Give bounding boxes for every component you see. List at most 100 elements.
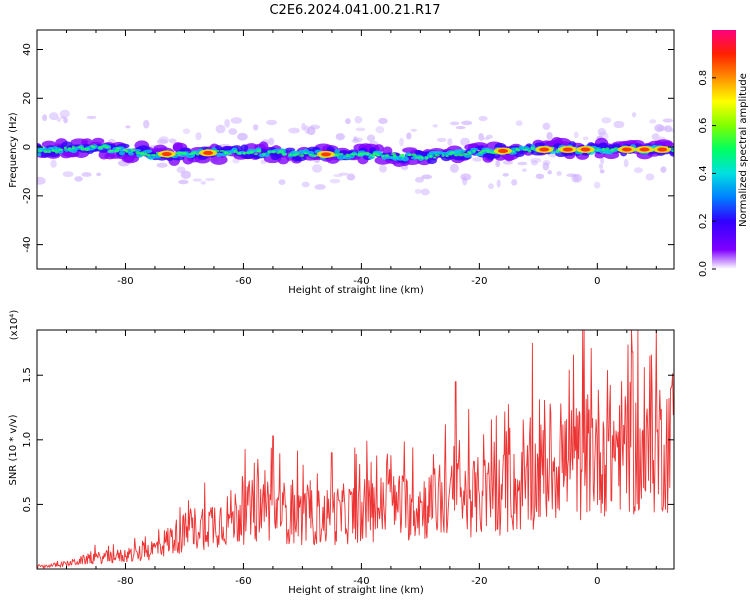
spectrogram-band-blob xyxy=(478,151,483,154)
spectrogram-y-tick-label: -20 xyxy=(22,188,33,204)
spectrogram-noise-blob xyxy=(517,161,528,166)
spectrogram-noise-blob xyxy=(432,124,438,128)
spectrogram-noise-blob xyxy=(180,170,192,179)
spectrogram-band-blob xyxy=(527,149,532,153)
spectrogram-noise-blob xyxy=(633,167,644,174)
snr-panel: -80 -60 -40 -20 0 0.5 1.0 1.5 Height of straigh… xyxy=(8,310,675,596)
spectrogram-band-blob xyxy=(462,152,468,156)
spectrogram-band-blob xyxy=(219,149,225,152)
spectrogram-band-blob xyxy=(63,146,67,150)
spectrogram-noise-blob xyxy=(278,179,286,186)
spectrogram-noise-blob xyxy=(406,132,412,140)
spectrogram-peak-blob xyxy=(203,150,214,155)
spectrogram-noise-blob xyxy=(200,181,207,185)
spectrogram-noise-blob xyxy=(478,115,488,122)
spectrogram-band-blob xyxy=(135,151,140,155)
spectrogram-band-blob xyxy=(453,154,459,157)
spectrogram-band-blob xyxy=(216,152,223,157)
spectrogram-noise-blob xyxy=(230,117,243,124)
spectrogram-noise-blob xyxy=(353,136,358,142)
spectrogram-peak-blob xyxy=(539,147,550,152)
spectrogram-noise-blob xyxy=(96,172,102,177)
spectrogram-band-blob xyxy=(253,153,258,156)
spectrogram-noise-blob xyxy=(662,118,674,123)
spectrogram-noise-blob xyxy=(74,176,83,182)
spectrogram-band-blob xyxy=(240,144,249,152)
spectrogram-peak-blob xyxy=(580,147,591,152)
spectrogram-band-blob xyxy=(91,145,96,149)
snr-series-line xyxy=(37,330,674,569)
spectrogram-band-blob xyxy=(458,153,464,157)
spectrogram-noise-blob xyxy=(461,120,473,126)
spectrogram-y-label: Frequency (Hz) xyxy=(8,112,19,188)
spectrogram-panel: -80 -60 -40 -20 0 40 20 0 -20 -40 Height of strai… xyxy=(8,29,675,296)
spectrogram-band-blob xyxy=(196,152,200,156)
spectrogram-band-blob xyxy=(278,150,285,154)
spectrogram-noise-blob xyxy=(410,128,418,132)
spectrogram-noise-blob xyxy=(449,163,459,173)
spectrogram-band-blob xyxy=(303,152,308,155)
spectrogram-noise-blob xyxy=(182,128,191,135)
spectrogram-band-blob xyxy=(486,150,491,154)
snr-y-label: SNR (10 * v/v) xyxy=(8,414,19,485)
spectrogram-y-tick-label: 0 xyxy=(22,144,33,150)
spectrogram-noise-blob xyxy=(378,117,388,124)
spectrogram-band-blob xyxy=(37,150,43,153)
spectrogram-band-blob xyxy=(352,153,357,156)
spectrogram-band-blob xyxy=(119,151,125,156)
spectrogram-band-blob xyxy=(414,156,421,159)
spectrogram-axes: -80 -60 -40 -20 0 40 20 0 -20 -40 xyxy=(22,30,674,287)
spectrogram-noise-blob xyxy=(623,158,629,168)
spectrogram-band-blob xyxy=(237,151,242,155)
snr-axes: -80 -60 -40 -20 0 0.5 1.0 1.5 xyxy=(22,330,674,587)
spectrogram-noise-blob xyxy=(600,157,605,165)
spectrogram-noise-blob xyxy=(542,122,551,131)
spectrogram-band-blob xyxy=(555,149,560,153)
spectrogram-band-blob xyxy=(130,148,136,152)
spectrogram-noise-blob xyxy=(414,188,422,194)
spectrogram-band-blob xyxy=(380,154,385,158)
spectrogram-noise-blob xyxy=(649,119,657,124)
spectrogram-band-blob xyxy=(80,147,86,151)
snr-x-tick-label: -40 xyxy=(353,576,369,587)
spectrogram-noise-blob xyxy=(573,131,579,139)
spectrogram-noise-blob xyxy=(252,124,259,131)
spectrogram-x-tick-label: -60 xyxy=(235,276,251,287)
snr-y-tick-label: 0.5 xyxy=(22,496,33,512)
colorbar-tick-label: 0.6 xyxy=(698,118,709,134)
spectrogram-band-blob xyxy=(76,146,83,149)
spectrogram-noise-blob xyxy=(399,137,404,147)
spectrogram-noise-blob xyxy=(42,114,48,122)
spectrogram-band-blob xyxy=(144,149,153,154)
spectrogram-noise-blob xyxy=(63,117,68,124)
spectrogram-noise-blob xyxy=(572,173,583,183)
colorbar-ticks: 0.0 0.2 0.4 0.6 0.8 xyxy=(698,70,716,277)
spectrogram-noise-blob xyxy=(645,173,655,181)
spectrogram-noise-blob xyxy=(657,125,668,132)
spectrogram-noise-blob xyxy=(301,181,310,188)
spectrogram-band-blob xyxy=(401,153,405,158)
spectrogram-noise-blob xyxy=(546,132,553,140)
spectrogram-band-blob xyxy=(480,150,486,153)
spectrogram-band-blob xyxy=(271,150,277,154)
spectrogram-noise-blob xyxy=(598,163,604,170)
spectrogram-noise-blob xyxy=(266,119,278,126)
spectrogram-noise-blob xyxy=(486,134,493,139)
spectrogram-noise-blob xyxy=(366,134,376,142)
spectrogram-noise-blob xyxy=(597,128,607,136)
spectrogram-band-blob xyxy=(267,150,272,154)
spectrogram-band-blob xyxy=(595,148,600,152)
spectrogram-band-blob xyxy=(146,153,151,157)
spectrogram-noise-blob xyxy=(654,124,665,133)
spectrogram-band-blob xyxy=(43,150,48,154)
spectrogram-band-blob xyxy=(445,154,449,158)
spectrogram-noise-blob xyxy=(613,120,625,129)
spectrogram-noise-blob xyxy=(81,172,92,177)
spectrogram-noise-blob xyxy=(415,176,425,183)
spectrogram-noise-blob xyxy=(529,157,542,163)
spectrogram-band-blob xyxy=(175,151,181,155)
snr-x-tick-label: -60 xyxy=(235,576,251,587)
spectrogram-noise-blob xyxy=(601,117,612,124)
spectrogram-noise-blob xyxy=(460,173,472,181)
